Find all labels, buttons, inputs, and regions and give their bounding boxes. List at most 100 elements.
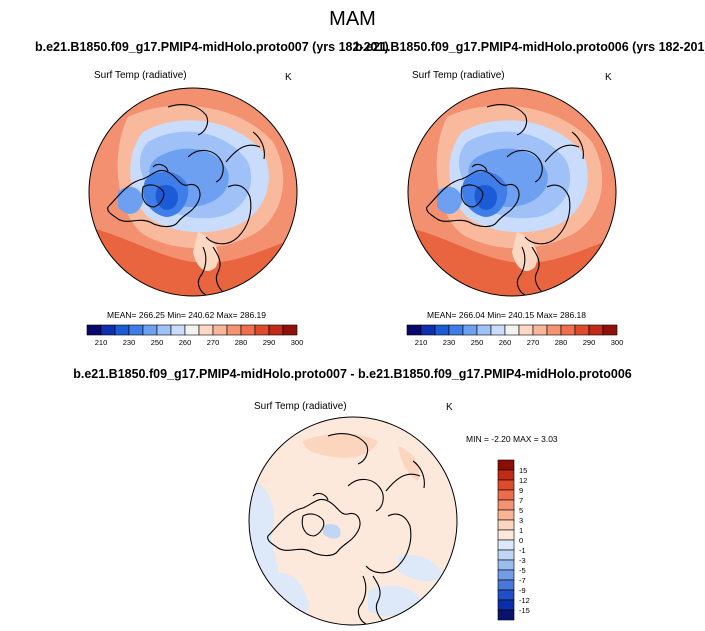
cbar3-label-12: -9 [519, 586, 526, 595]
difference-title: b.e21.B1850.f09_g17.PMIP4-midHolo.proto0… [73, 367, 632, 381]
cbar3-swatch-14 [497, 599, 515, 611]
cbar1-swatch-13 [268, 324, 284, 336]
cbar1-swatch-0 [86, 324, 102, 336]
cbar3-swatch-9 [497, 549, 515, 561]
cbar2-swatch-1 [420, 324, 436, 336]
cbar3-label-14: -15 [519, 606, 530, 615]
cbar2-swatch-12 [574, 324, 590, 336]
cbar1-swatch-9 [212, 324, 228, 336]
cbar3-swatch-6 [497, 519, 515, 531]
slight-warming-north [303, 433, 378, 458]
cbar3-label-4: 5 [519, 506, 523, 515]
cbar1-label-6: 290 [263, 338, 276, 347]
cbar1-swatch-6 [170, 324, 186, 336]
cbar2-label-7: 300 [611, 338, 624, 347]
cbar3-label-10: -5 [519, 566, 526, 575]
cbar2-swatch-6 [490, 324, 506, 336]
cbar3-label-13: -12 [519, 596, 530, 605]
panel-2-case-title: b.e21.B1850.f09_g17.PMIP4-midHolo.proto0… [355, 40, 705, 54]
cbar1-label-1: 230 [123, 338, 136, 347]
cbar1-swatch-8 [198, 324, 214, 336]
cbar2-label-0: 210 [415, 338, 428, 347]
cbar1-label-3: 260 [179, 338, 192, 347]
cbar2-swatch-4 [462, 324, 478, 336]
cbar3-swatch-1 [497, 469, 515, 481]
cbar2-swatch-3 [448, 324, 464, 336]
cbar2-label-2: 250 [471, 338, 484, 347]
cbar3-swatch-3 [497, 489, 515, 501]
cbar3-label-0: 15 [519, 466, 527, 475]
panel-1-colorbar: 210 230 250 260 270 280 290 300 [86, 324, 304, 347]
cbar2-swatch-2 [434, 324, 450, 336]
cbar3-swatch-13 [497, 589, 515, 601]
cbar3-swatch-4 [497, 499, 515, 511]
panel-2-units: K [605, 72, 612, 83]
panel-1-variable: Surf Temp (radiative) [94, 70, 187, 81]
cbar2-swatch-10 [546, 324, 562, 336]
cbar2-swatch-13 [588, 324, 604, 336]
map-boundary [88, 87, 298, 297]
cbar1-swatch-1 [100, 324, 116, 336]
cbar1-label-2: 250 [151, 338, 164, 347]
cbar3-swatch-2 [497, 479, 515, 491]
difference-polar-map [248, 416, 458, 626]
cbar3-swatch-12 [497, 579, 515, 591]
cbar2-swatch-11 [560, 324, 576, 336]
cbar3-label-6: 1 [519, 526, 523, 535]
coastlines [426, 104, 584, 296]
cbar2-swatch-14 [602, 324, 618, 336]
cbar2-label-6: 290 [583, 338, 596, 347]
cbar1-swatch-10 [226, 324, 242, 336]
cbar3-swatch-0 [497, 459, 515, 471]
cbar2-swatch-0 [406, 324, 422, 336]
cbar2-swatch-9 [532, 324, 548, 336]
cbar3-label-1: 12 [519, 476, 527, 485]
cbar1-swatch-4 [142, 324, 158, 336]
cbar3-swatch-11 [497, 569, 515, 581]
panel-1-case-title: b.e21.B1850.f09_g17.PMIP4-midHolo.proto0… [35, 40, 389, 54]
season-title: MAM [329, 8, 376, 30]
difference-variable: Surf Temp (radiative) [254, 401, 347, 412]
panel-2-colorbar: 210 230 250 260 270 280 290 300 [406, 324, 624, 347]
cbar3-swatch-5 [497, 509, 515, 521]
cbar3-label-2: 9 [519, 486, 523, 495]
panel-2-stats: MEAN= 266.04 Min= 240.15 Max= 286.18 [427, 310, 587, 320]
cbar1-swatch-3 [128, 324, 144, 336]
cbar3-label-8: -1 [519, 546, 526, 555]
panel-2-variable: Surf Temp (radiative) [412, 70, 505, 81]
difference-stats: MIN = -2.20 MAX = 3.03 [466, 434, 558, 444]
cbar1-label-4: 270 [207, 338, 220, 347]
cbar1-swatch-7 [184, 324, 200, 336]
map-boundary [248, 416, 458, 626]
coastlines [267, 433, 425, 625]
cbar1-label-7: 300 [291, 338, 304, 347]
panel-1-stats: MEAN= 266.25 Min= 240.62 Max= 286.19 [107, 310, 267, 320]
cbar2-label-5: 280 [555, 338, 568, 347]
cbar2-label-3: 260 [499, 338, 512, 347]
cbar3-swatch-10 [497, 559, 515, 571]
cbar2-label-4: 270 [527, 338, 540, 347]
cbar2-swatch-7 [504, 324, 520, 336]
panel-2-polar-map [407, 87, 617, 297]
cbar1-swatch-12 [254, 324, 270, 336]
cbar1-swatch-14 [282, 324, 298, 336]
panel-1-polar-map [88, 87, 298, 297]
panel-1-units: K [285, 72, 292, 83]
cbar3-label-5: 3 [519, 516, 523, 525]
cbar1-swatch-2 [114, 324, 130, 336]
cbar3-label-3: 7 [519, 496, 523, 505]
cbar3-swatch-15 [497, 609, 515, 621]
cbar3-label-7: 0 [519, 536, 523, 545]
cbar3-label-11: -7 [519, 576, 526, 585]
cbar1-swatch-11 [240, 324, 256, 336]
cbar1-label-0: 210 [95, 338, 108, 347]
cbar1-label-5: 280 [235, 338, 248, 347]
difference-units: K [446, 402, 453, 413]
coastlines [107, 104, 265, 296]
cbar2-swatch-8 [518, 324, 534, 336]
warm-south-region [89, 227, 297, 296]
cbar1-swatch-5 [156, 324, 172, 336]
cbar3-swatch-7 [497, 529, 515, 541]
map-boundary [407, 87, 617, 297]
